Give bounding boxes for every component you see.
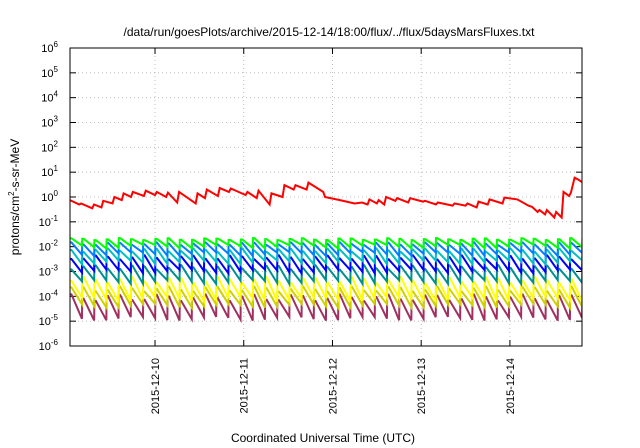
y-tick-label: 106 xyxy=(41,40,58,55)
y-tick-label: 10-6 xyxy=(39,338,59,353)
x-tick-label: 2015-12-13 xyxy=(416,358,428,414)
series-line xyxy=(70,176,582,220)
x-tick-label: 2015-12-12 xyxy=(327,358,339,414)
y-axis-label-sup: 2 xyxy=(7,191,16,196)
x-axis-label: Coordinated Universal Time (UTC) xyxy=(231,431,415,445)
series-layer xyxy=(70,176,582,324)
y-tick-label: 10-5 xyxy=(39,313,59,328)
y-tick-label: 105 xyxy=(41,65,58,80)
x-tick-labels: 2015-12-10 2015-12-11 2015-12-12 2015-12-13… xyxy=(150,358,517,414)
plot-frame xyxy=(69,47,583,347)
y-axis-label: protons/cm2-s-sr-MeV xyxy=(7,139,22,255)
y-tick-label: 104 xyxy=(41,90,58,105)
y-tick-label: 102 xyxy=(41,139,58,154)
y-tick-label: 10-2 xyxy=(39,239,59,254)
y-tick-label: 10-4 xyxy=(39,288,59,303)
x-tick-label: 2015-12-11 xyxy=(239,358,251,413)
series-line xyxy=(70,237,582,251)
y-tick-label: 101 xyxy=(41,164,58,179)
y-tick-label: 10-3 xyxy=(39,264,59,279)
y-tick-label: 10-1 xyxy=(39,214,59,229)
y-axis-label-post: -s-sr-MeV xyxy=(8,139,22,192)
x-tick-label: 2015-12-14 xyxy=(505,358,517,414)
y-tick-label: 100 xyxy=(41,189,58,204)
y-tick-label: 103 xyxy=(41,115,58,130)
series-line xyxy=(70,264,582,288)
chart-title: /data/run/goesPlots/archive/2015-12-14/1… xyxy=(124,25,536,39)
y-axis-label-pre: protons/cm xyxy=(8,196,22,255)
y-tick-labels: 10-6 10-5 10-4 10-3 10-2 10-1 100 101 102 103 104 1… xyxy=(39,40,59,353)
x-tick-label: 2015-12-10 xyxy=(150,358,162,414)
